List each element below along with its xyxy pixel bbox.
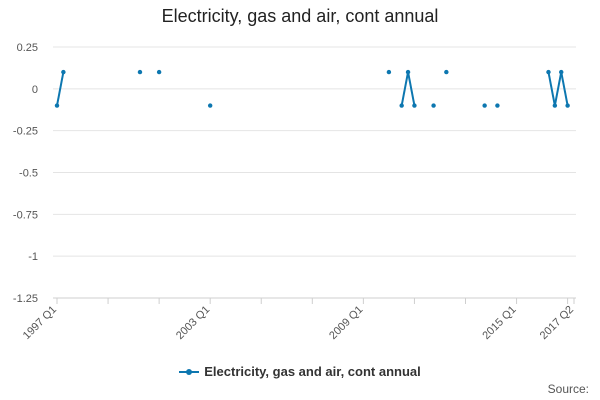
series-line-segment: [56, 71, 65, 106]
x-axis: [53, 297, 576, 304]
data-point: [207, 103, 213, 108]
series-line-segment: [547, 71, 556, 106]
data-point: [405, 69, 411, 75]
data-point: [386, 69, 392, 75]
source-label: Source:: [547, 382, 589, 396]
x-tick-label: 2009 Q1: [327, 304, 365, 342]
y-tick-label: -0.25: [13, 126, 38, 138]
y-tick-label: 0.25: [17, 42, 38, 54]
data-point: [482, 103, 487, 108]
series-line-segment: [553, 71, 563, 106]
legend[interactable]: Electricity, gas and air, cont annual: [0, 364, 600, 379]
legend-swatch: [179, 368, 200, 375]
gridlines: [53, 46, 576, 299]
y-tick-label: 0: [32, 84, 38, 96]
data-point: [412, 103, 417, 108]
data-point: [399, 103, 404, 108]
data-point: [61, 69, 66, 75]
x-tick-label: 1997 Q1: [21, 304, 59, 342]
series-line-segment: [407, 71, 416, 106]
y-tick-label: -1: [28, 251, 38, 263]
data-point: [137, 69, 143, 75]
y-axis-labels: 0.25 0 -0.25 -0.5 -0.75 -1 -1.25: [13, 42, 38, 305]
y-tick-label: -1.25: [13, 293, 38, 305]
series-line-segment: [400, 71, 410, 106]
data-point: [546, 69, 551, 75]
legend-label: Electricity, gas and air, cont annual: [204, 364, 421, 379]
legend-marker: [186, 368, 193, 375]
x-axis-labels: 1997 Q1 2003 Q1 2009 Q1 2015 Q1 2017 Q2: [21, 304, 576, 342]
data-point: [565, 103, 570, 108]
data-point: [54, 103, 60, 108]
data-point: [431, 103, 436, 108]
data-point: [444, 69, 449, 75]
series-line-segment: [560, 71, 569, 106]
y-tick-label: -0.75: [13, 209, 38, 221]
series-points: [54, 69, 570, 108]
chart-title: Electricity, gas and air, cont annual: [161, 6, 439, 26]
data-point: [559, 69, 564, 75]
series-lines: [56, 71, 569, 106]
x-tick-label: 2015 Q1: [480, 304, 518, 342]
data-point: [156, 69, 162, 75]
x-tick-label: 2017 Q2: [538, 304, 576, 342]
x-tick-label: 2003 Q1: [174, 304, 212, 342]
data-point: [552, 103, 558, 108]
data-point: [495, 103, 500, 108]
y-tick-label: -0.5: [19, 168, 38, 180]
